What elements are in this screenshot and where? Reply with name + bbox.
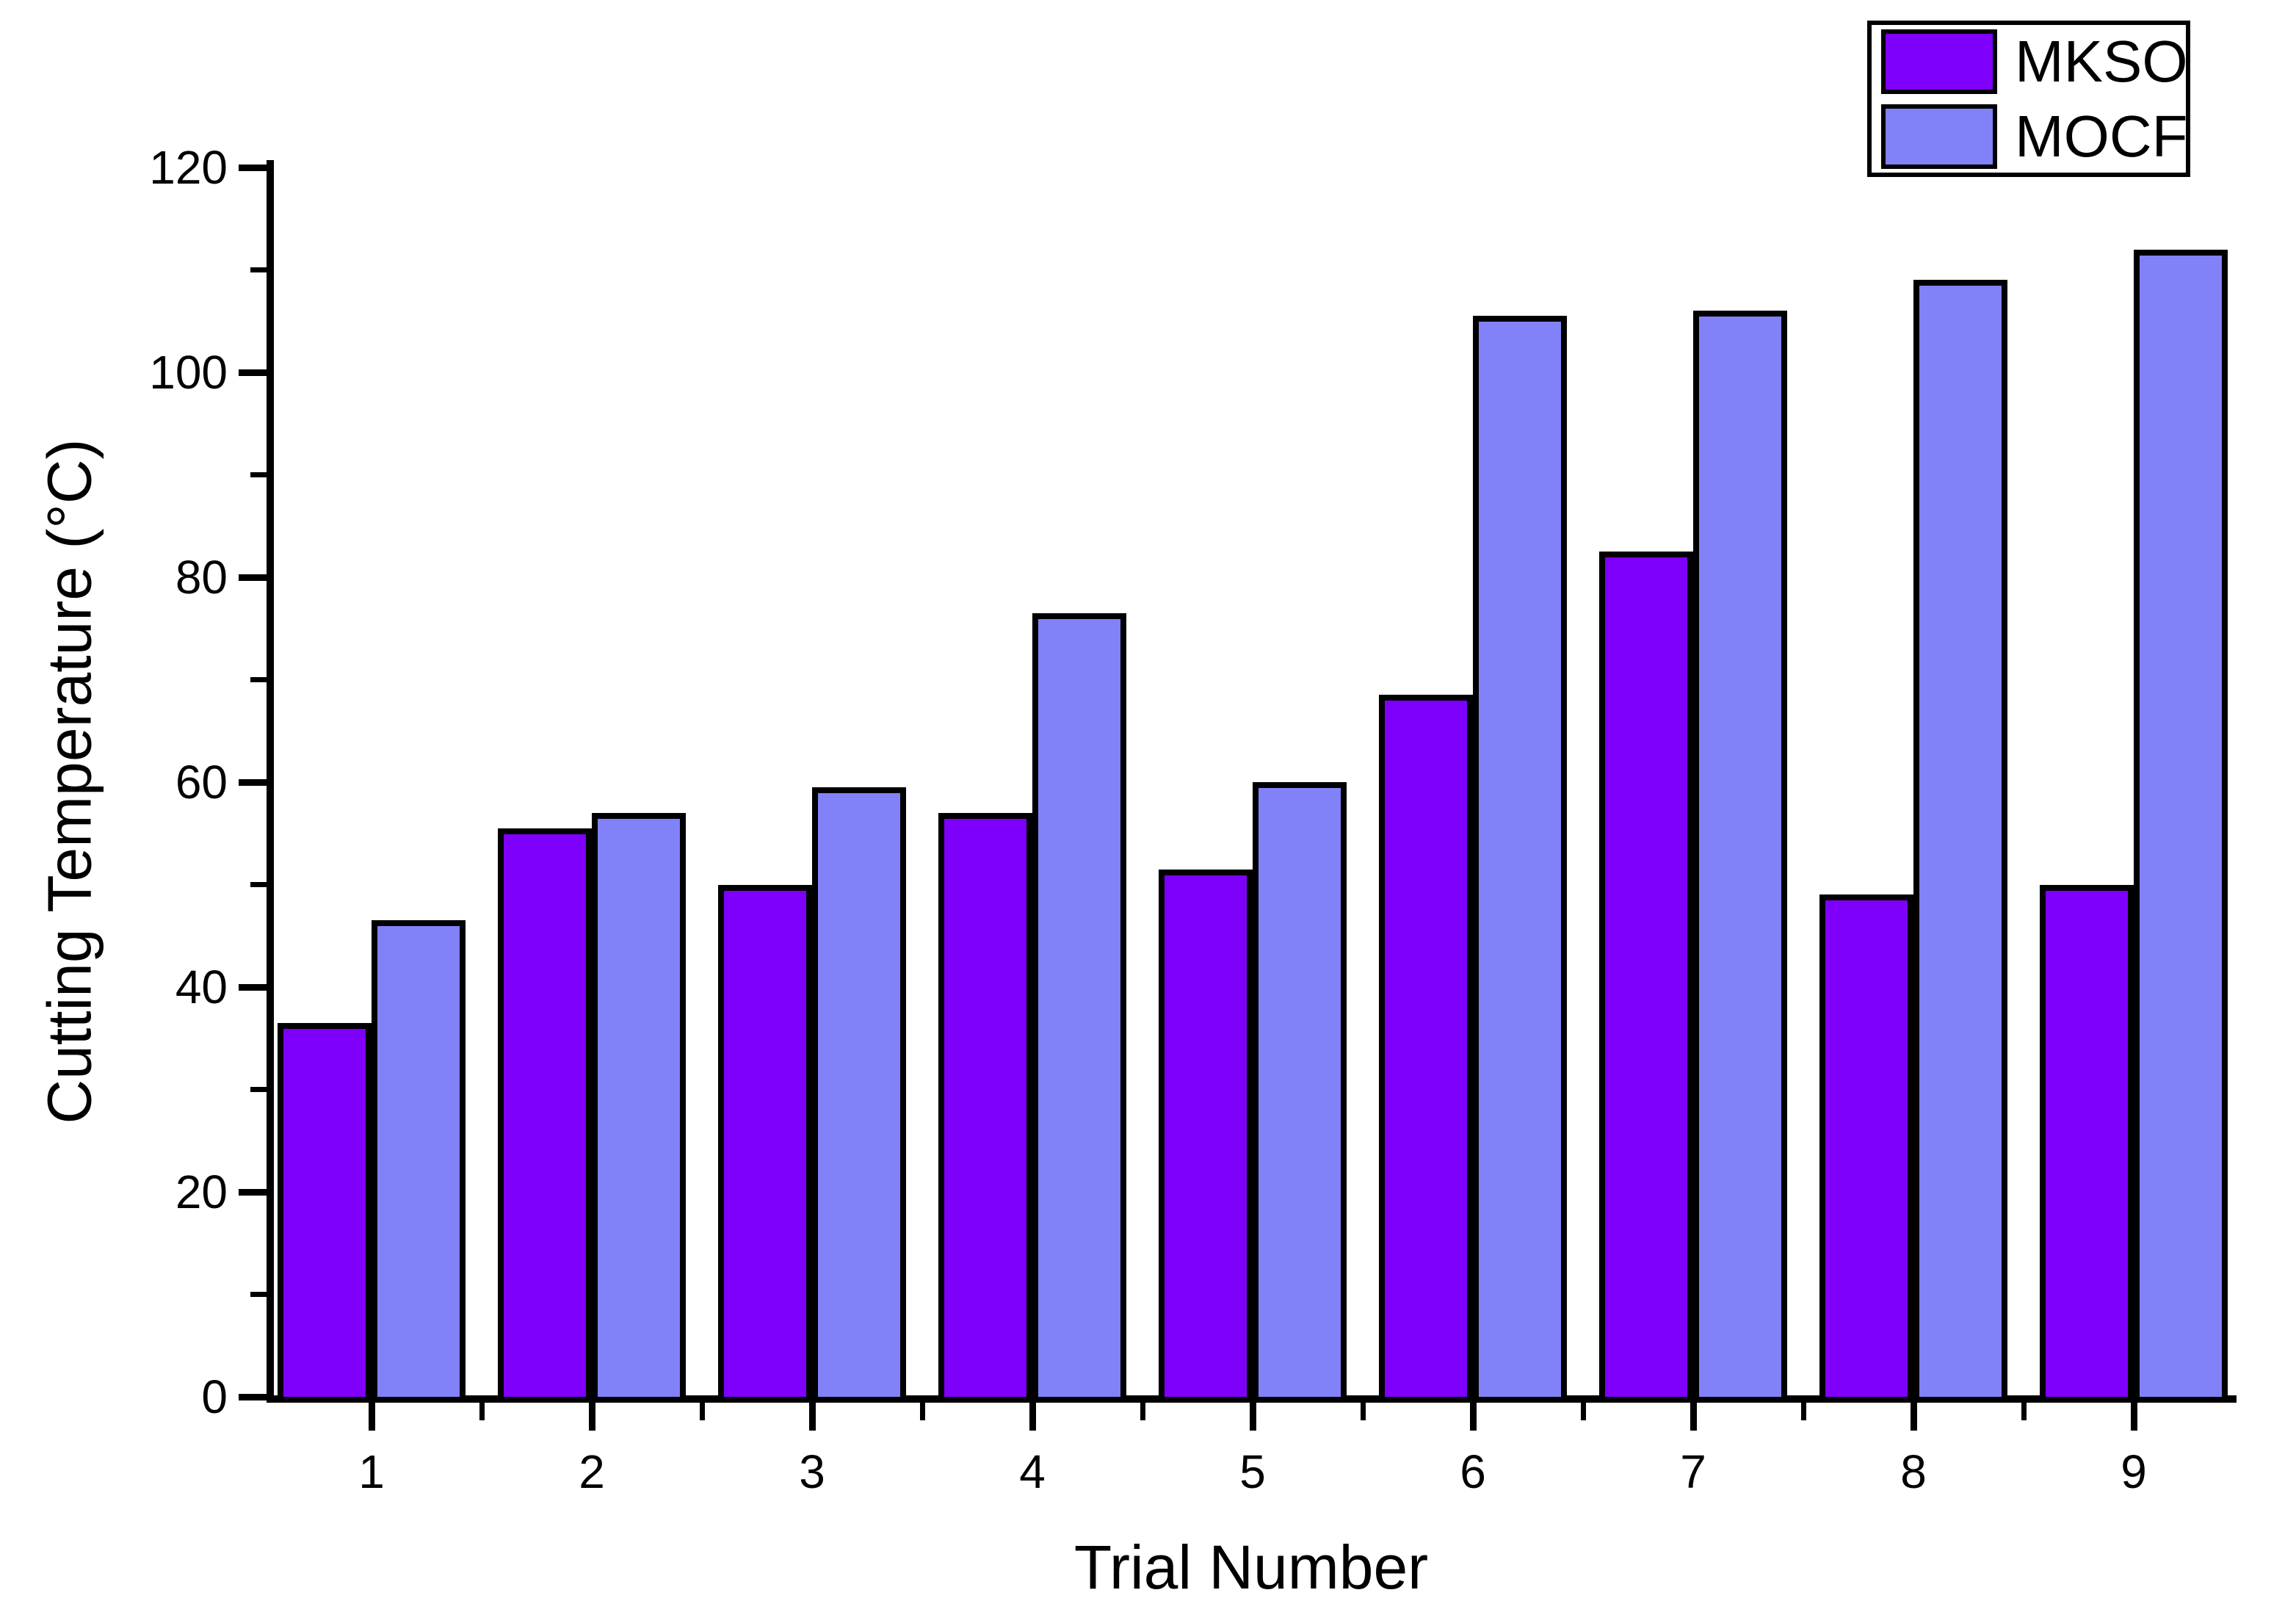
y-minor-tick-90 bbox=[250, 472, 267, 477]
y-major-tick-80 bbox=[239, 574, 267, 581]
y-axis-title-text: Cutting Temperature (°C) bbox=[35, 438, 105, 1124]
bar-mocf-trial-7 bbox=[1693, 311, 1787, 1403]
legend-swatch-mocf bbox=[1881, 104, 1997, 169]
y-major-tick-120 bbox=[239, 164, 267, 171]
bar-mocf-trial-3 bbox=[812, 787, 906, 1403]
bar-mkso-trial-1 bbox=[278, 1022, 372, 1403]
x-major-tick-9 bbox=[2130, 1403, 2137, 1431]
x-minor-tick-6 bbox=[1580, 1403, 1586, 1420]
x-major-tick-2 bbox=[588, 1403, 595, 1431]
bar-mocf-trial-1 bbox=[372, 920, 466, 1403]
bar-mkso-trial-3 bbox=[718, 884, 812, 1403]
x-minor-tick-5 bbox=[1360, 1403, 1366, 1420]
y-tick-label-0: 0 bbox=[201, 1370, 228, 1423]
x-tick-label-4: 4 bbox=[1019, 1445, 1046, 1498]
bar-mkso-trial-6 bbox=[1379, 695, 1473, 1403]
bar-mocf-trial-8 bbox=[1913, 280, 2007, 1403]
y-major-tick-0 bbox=[239, 1393, 267, 1400]
x-major-tick-7 bbox=[1690, 1403, 1697, 1431]
legend-label-mkso: MKSO bbox=[2015, 29, 2188, 94]
x-tick-label-8: 8 bbox=[1900, 1445, 1927, 1498]
x-major-tick-4 bbox=[1029, 1403, 1036, 1431]
x-tick-label-7: 7 bbox=[1680, 1445, 1706, 1498]
x-tick-label-5: 5 bbox=[1239, 1445, 1266, 1498]
x-major-tick-3 bbox=[808, 1403, 816, 1431]
y-axis-line bbox=[267, 160, 274, 1403]
x-major-tick-6 bbox=[1469, 1403, 1477, 1431]
legend-label-mocf: MOCF bbox=[2015, 104, 2188, 169]
y-tick-label-60: 60 bbox=[175, 756, 228, 809]
x-tick-label-9: 9 bbox=[2121, 1445, 2147, 1498]
y-major-tick-40 bbox=[239, 983, 267, 991]
y-major-tick-20 bbox=[239, 1188, 267, 1196]
bar-mocf-trial-2 bbox=[592, 812, 686, 1403]
bar-mkso-trial-5 bbox=[1159, 869, 1253, 1403]
x-major-tick-5 bbox=[1249, 1403, 1256, 1431]
y-minor-tick-70 bbox=[250, 677, 267, 682]
bar-mkso-trial-2 bbox=[498, 828, 592, 1403]
y-major-tick-60 bbox=[239, 778, 267, 786]
y-tick-label-100: 100 bbox=[149, 346, 228, 399]
x-tick-label-2: 2 bbox=[579, 1445, 605, 1498]
x-minor-tick-3 bbox=[919, 1403, 925, 1420]
y-tick-label-20: 20 bbox=[175, 1165, 228, 1218]
y-minor-tick-10 bbox=[250, 1292, 267, 1297]
x-axis-title: Trial Number bbox=[811, 1536, 1692, 1598]
legend: MKSO MOCF bbox=[1867, 21, 2190, 177]
y-major-tick-100 bbox=[239, 369, 267, 376]
x-tick-label-6: 6 bbox=[1460, 1445, 1486, 1498]
x-tick-label-1: 1 bbox=[358, 1445, 385, 1498]
bar-mkso-trial-8 bbox=[1819, 894, 1913, 1403]
y-tick-label-120: 120 bbox=[149, 141, 228, 194]
y-minor-tick-110 bbox=[250, 267, 267, 272]
x-tick-label-3: 3 bbox=[799, 1445, 825, 1498]
y-tick-label-40: 40 bbox=[175, 961, 228, 1013]
x-major-tick-1 bbox=[368, 1403, 375, 1431]
bar-mocf-trial-9 bbox=[2134, 249, 2228, 1403]
y-axis-title: Cutting Temperature (°C) bbox=[7, 160, 132, 1403]
y-minor-tick-30 bbox=[250, 1087, 267, 1092]
bar-mkso-trial-4 bbox=[938, 812, 1032, 1403]
y-tick-label-80: 80 bbox=[175, 551, 228, 604]
x-major-tick-8 bbox=[1910, 1403, 1917, 1431]
legend-swatch-mkso bbox=[1881, 29, 1997, 94]
x-minor-tick-2 bbox=[699, 1403, 705, 1420]
x-axis-title-text: Trial Number bbox=[1073, 1533, 1429, 1602]
bar-mkso-trial-9 bbox=[2040, 884, 2134, 1403]
bar-mocf-trial-6 bbox=[1473, 316, 1567, 1403]
x-minor-tick-8 bbox=[2021, 1403, 2027, 1420]
bar-mocf-trial-5 bbox=[1253, 782, 1347, 1403]
y-minor-tick-50 bbox=[250, 882, 267, 887]
x-minor-tick-1 bbox=[479, 1403, 485, 1420]
x-minor-tick-7 bbox=[1800, 1403, 1806, 1420]
x-minor-tick-4 bbox=[1140, 1403, 1145, 1420]
bar-mkso-trial-7 bbox=[1599, 552, 1693, 1403]
bar-mocf-trial-4 bbox=[1032, 612, 1126, 1403]
